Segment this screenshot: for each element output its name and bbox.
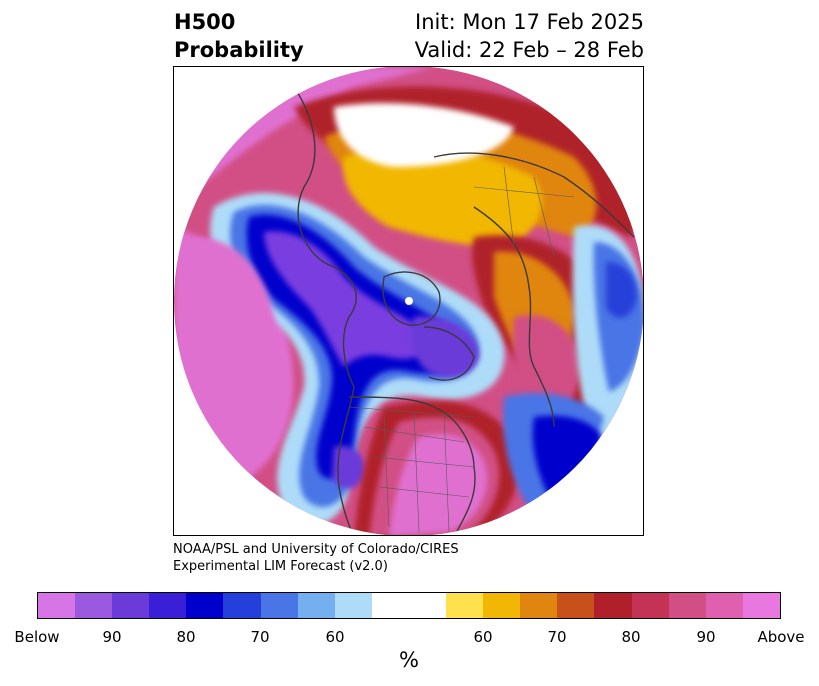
- credits-line-2: Experimental LIM Forecast (v2.0): [173, 559, 388, 574]
- colorbar-segment: [483, 593, 521, 618]
- probability-field: [174, 67, 643, 535]
- colorbar-unit: %: [399, 648, 419, 672]
- region-arctic-warm-yellow: [343, 146, 543, 247]
- colorbar-segment: [520, 593, 558, 618]
- colorbar-segment: [705, 593, 743, 618]
- colorbar-segment: [297, 593, 335, 618]
- colorbar-segment: [594, 593, 632, 618]
- title-variable: H500: [174, 10, 236, 34]
- borders: [348, 166, 575, 533]
- colorbar-tick-label: Above: [757, 628, 805, 646]
- colorbar-tick-label: 80: [176, 628, 196, 646]
- colorbar-segment: [75, 593, 113, 618]
- colorbar-segment: [371, 593, 409, 618]
- colorbar-segment: [38, 593, 76, 618]
- region-hudson-cold-core: [410, 316, 479, 377]
- colorbar-tick-label: 90: [102, 628, 122, 646]
- credits-line-1: NOAA/PSL and University of Colorado/CIRE…: [173, 542, 459, 557]
- init-date: Init: Mon 17 Feb 2025: [415, 10, 644, 34]
- colorbar-tick-label: 80: [621, 628, 641, 646]
- region-canada-cold-core: [264, 231, 429, 367]
- colorbar-segment: [742, 593, 780, 618]
- forecast-map: [173, 66, 644, 536]
- region-alaska-above: [183, 237, 275, 387]
- colorbar-tick-label: 70: [250, 628, 270, 646]
- region-atlantic-cold-deep: [532, 415, 602, 497]
- colorbar-tick-label: Below: [14, 628, 60, 646]
- colorbar-segment: [408, 593, 447, 618]
- colorbar-tick-label: 70: [547, 628, 567, 646]
- region-arctic-neutral: [334, 103, 514, 167]
- colorbar-segment: [149, 593, 187, 618]
- colorbar-segment: [223, 593, 261, 618]
- title-block-right: Init: Mon 17 Feb 2025 Valid: 22 Feb – 28…: [415, 8, 644, 64]
- polar-map-svg: [174, 67, 643, 535]
- colorbar-segment: [557, 593, 595, 618]
- colorbar: [37, 592, 781, 619]
- colorbar-segment: [334, 593, 372, 618]
- colorbar-tick-label: 90: [696, 628, 716, 646]
- colorbar-segment: [631, 593, 669, 618]
- colorbar-segment: [112, 593, 150, 618]
- colorbar-segment: [668, 593, 706, 618]
- colorbar-segment: [186, 593, 224, 618]
- colorbar-tick-label: 60: [473, 628, 493, 646]
- colorbar-tick-label: 60: [325, 628, 345, 646]
- north-pole-marker: [405, 297, 413, 305]
- title-block-left: H500 Probability: [174, 8, 304, 64]
- title-product: Probability: [174, 38, 304, 62]
- region-eastus-above-core: [389, 433, 488, 535]
- region-siberia-cold-deep: [606, 262, 637, 318]
- region-west-us-cold-core: [332, 446, 365, 489]
- credits: NOAA/PSL and University of Colorado/CIRE…: [173, 541, 459, 575]
- valid-range: Valid: 22 Feb – 28 Feb: [414, 38, 644, 62]
- colorbar-segment: [260, 593, 298, 618]
- colorbar-segment: [446, 593, 484, 618]
